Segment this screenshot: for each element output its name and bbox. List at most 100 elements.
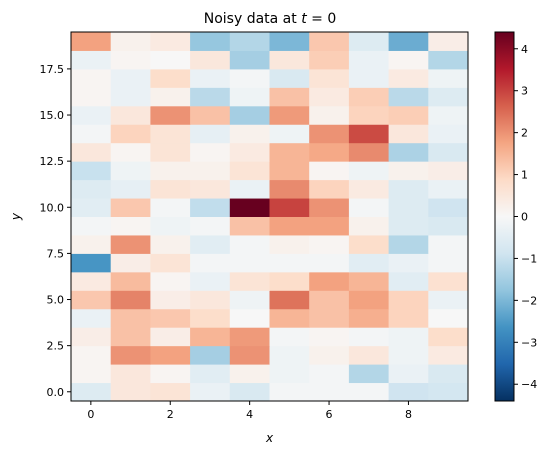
heatmap-cell <box>428 345 469 365</box>
colorbar-tick-label: −1 <box>521 252 537 265</box>
y-tick-label: 0.0 <box>47 386 65 399</box>
heatmap-cell <box>269 234 310 254</box>
heatmap-cell <box>309 124 350 144</box>
heatmap-cell <box>229 382 270 402</box>
heatmap-cell <box>190 105 231 125</box>
heatmap-cell <box>388 179 429 199</box>
heatmap-cell <box>428 32 469 51</box>
heatmap-cell <box>269 68 310 88</box>
heatmap-cell <box>110 179 151 199</box>
heatmap-cell <box>150 253 191 273</box>
heatmap-cell <box>348 87 390 107</box>
heatmap-cell <box>229 234 270 254</box>
heatmap-cell <box>388 290 429 310</box>
heatmap-cell <box>150 179 191 199</box>
x-tick-label: 4 <box>246 408 253 421</box>
heatmap-cell <box>269 179 310 199</box>
heatmap-cell <box>388 68 429 88</box>
x-axis-label: x <box>265 431 274 445</box>
heatmap-cell <box>150 142 191 162</box>
heatmap-cell <box>309 161 350 181</box>
heatmap-cell <box>348 105 390 125</box>
heatmap-cell <box>71 198 112 217</box>
heatmap-cell <box>348 161 390 181</box>
heatmap-cell <box>309 32 350 51</box>
heatmap-cell <box>71 105 112 125</box>
heatmap-cell <box>229 142 270 162</box>
y-tick-label: 17.5 <box>40 63 65 76</box>
heatmap-cell <box>71 234 112 254</box>
heatmap-cell <box>229 308 270 328</box>
heatmap-cell <box>428 253 469 273</box>
heatmap-cell <box>71 68 112 88</box>
heatmap-cell <box>388 216 429 236</box>
heatmap-cell <box>309 234 350 254</box>
heatmap-cell <box>150 50 191 70</box>
heatmap-cell <box>309 87 350 107</box>
y-tick-label: 15.0 <box>40 109 65 122</box>
heatmap-cell <box>71 87 112 107</box>
colorbar-tick-label: −2 <box>521 294 537 307</box>
heatmap-cell <box>388 124 429 144</box>
x-tick-label: 2 <box>167 408 174 421</box>
heatmap-cell <box>388 382 429 402</box>
heatmap-cell <box>71 327 112 347</box>
heatmap-cell <box>388 87 429 107</box>
heatmap-cell <box>348 308 390 328</box>
heatmap-cell <box>348 345 390 365</box>
heatmap-cell <box>428 382 469 402</box>
heatmap-cell <box>190 179 231 199</box>
heatmap-cell <box>150 382 191 402</box>
heatmap-cell <box>229 68 270 88</box>
heatmap-cell <box>388 105 429 125</box>
heatmap-cell <box>428 290 469 310</box>
heatmap-cell <box>229 105 270 125</box>
heatmap-cell <box>269 50 310 70</box>
heatmap-cell <box>388 271 429 291</box>
heatmap-cell <box>71 50 112 70</box>
heatmap-cell <box>229 345 270 365</box>
colorbar-tick-label: 0 <box>521 211 528 224</box>
heatmap-cell <box>190 290 231 310</box>
heatmap-cell <box>428 124 469 144</box>
heatmap-cell <box>190 327 231 347</box>
heatmap-cell <box>269 382 310 402</box>
heatmap-cell <box>150 271 191 291</box>
heatmap-cell <box>190 124 231 144</box>
heatmap-cell <box>190 32 231 51</box>
heatmap-cell <box>71 32 112 51</box>
heatmap-cell <box>150 32 191 51</box>
heatmap-cell <box>428 161 469 181</box>
heatmap-cell <box>309 364 350 384</box>
y-tick-label: 2.5 <box>47 340 65 353</box>
heatmap-cell <box>309 290 350 310</box>
heatmap-cell <box>269 124 310 144</box>
heatmap-cell <box>388 198 429 217</box>
heatmap-cell <box>71 253 112 273</box>
heatmap-cell <box>110 50 151 70</box>
heatmap-cell <box>110 327 151 347</box>
heatmap-cell <box>428 216 469 236</box>
heatmap-cell <box>71 142 112 162</box>
heatmap-cell <box>428 308 469 328</box>
heatmap-cell <box>388 50 429 70</box>
heatmap-cell <box>71 382 112 402</box>
heatmap-cell <box>348 364 390 384</box>
heatmap-cell <box>190 364 231 384</box>
heatmap-cell <box>388 32 429 51</box>
heatmap-cell <box>348 382 390 402</box>
heatmap-cell <box>110 68 151 88</box>
heatmap-cell <box>388 253 429 273</box>
heatmap-cell <box>229 271 270 291</box>
heatmap-cell <box>348 327 390 347</box>
heatmap-cell <box>110 216 151 236</box>
heatmap-cell <box>348 124 390 144</box>
heatmap-cell <box>71 216 112 236</box>
heatmap-cell <box>269 198 310 217</box>
heatmap-cell <box>309 179 350 199</box>
colorbar-tick-label: −3 <box>521 336 537 349</box>
chart-title: Noisy data at t = 0 <box>204 11 337 27</box>
heatmap-cell <box>269 142 310 162</box>
heatmap-cell <box>428 68 469 88</box>
heatmap-cell <box>269 271 310 291</box>
